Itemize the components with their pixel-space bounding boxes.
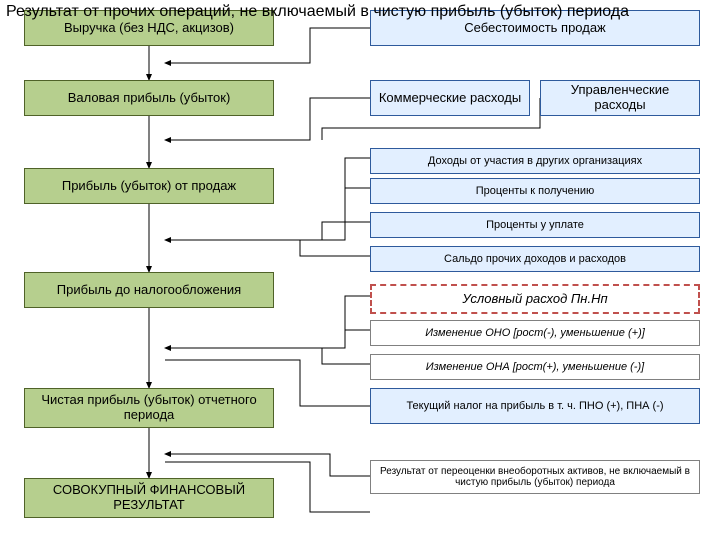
label: Прибыль до налогообложения [57,283,241,298]
box-admin-expenses: Управленческие расходы [540,80,700,116]
label: Коммерческие расходы [379,91,521,106]
label: Валовая прибыль (убыток) [68,91,231,106]
box-interest-payable: Проценты у уплате [370,212,700,238]
label: Управленческие расходы [547,83,693,113]
box-ono-change: Изменение ОНО [рост(-), уменьшение (+)] [370,320,700,346]
label: Чистая прибыль (убыток) отчетного период… [31,393,267,423]
box-net-profit: Чистая прибыль (убыток) отчетного период… [24,388,274,428]
label: Изменение ОНО [рост(-), уменьшение (+)] [425,327,645,340]
label: СОВОКУПНЫЙ ФИНАНСОВЫЙ РЕЗУЛЬТАТ [31,483,267,513]
label: Условный расход Пн.Нп [462,292,607,307]
box-conditional-expense: Условный расход Пн.Нп [370,284,700,314]
box-commercial-expenses: Коммерческие расходы [370,80,530,116]
label: Проценты к получению [476,185,594,198]
box-pretax-profit: Прибыль до налогообложения [24,272,274,308]
label: Проценты у уплате [486,219,584,232]
box-current-tax: Текущий налог на прибыль в т. ч. ПНО (+)… [370,388,700,424]
box-interest-receivable: Проценты к получению [370,178,700,204]
label: Результат от прочих операций, не включае… [6,3,629,21]
box-income-participation: Доходы от участия в других организациях [370,148,700,174]
label: Текущий налог на прибыль в т. ч. ПНО (+)… [406,400,663,413]
box-sales-profit: Прибыль (убыток) от продаж [24,168,274,204]
label: Сальдо прочих доходов и расходов [444,253,626,266]
label: Изменение ОНА [рост(+), уменьшение (-)] [426,361,644,374]
label: Прибыль (убыток) от продаж [62,179,236,194]
box-total-result: СОВОКУПНЫЙ ФИНАНСОВЫЙ РЕЗУЛЬТАТ [24,478,274,518]
box-other-operations: Результат от прочих операций, не включае… [0,0,635,24]
label: Результат от переоценки внеоборотных акт… [377,466,693,489]
box-gross-profit: Валовая прибыль (убыток) [24,80,274,116]
box-ona-change: Изменение ОНА [рост(+), уменьшение (-)] [370,354,700,380]
label: Доходы от участия в других организациях [428,155,642,168]
box-other-balance: Сальдо прочих доходов и расходов [370,246,700,272]
box-revaluation-result: Результат от переоценки внеоборотных акт… [370,460,700,494]
